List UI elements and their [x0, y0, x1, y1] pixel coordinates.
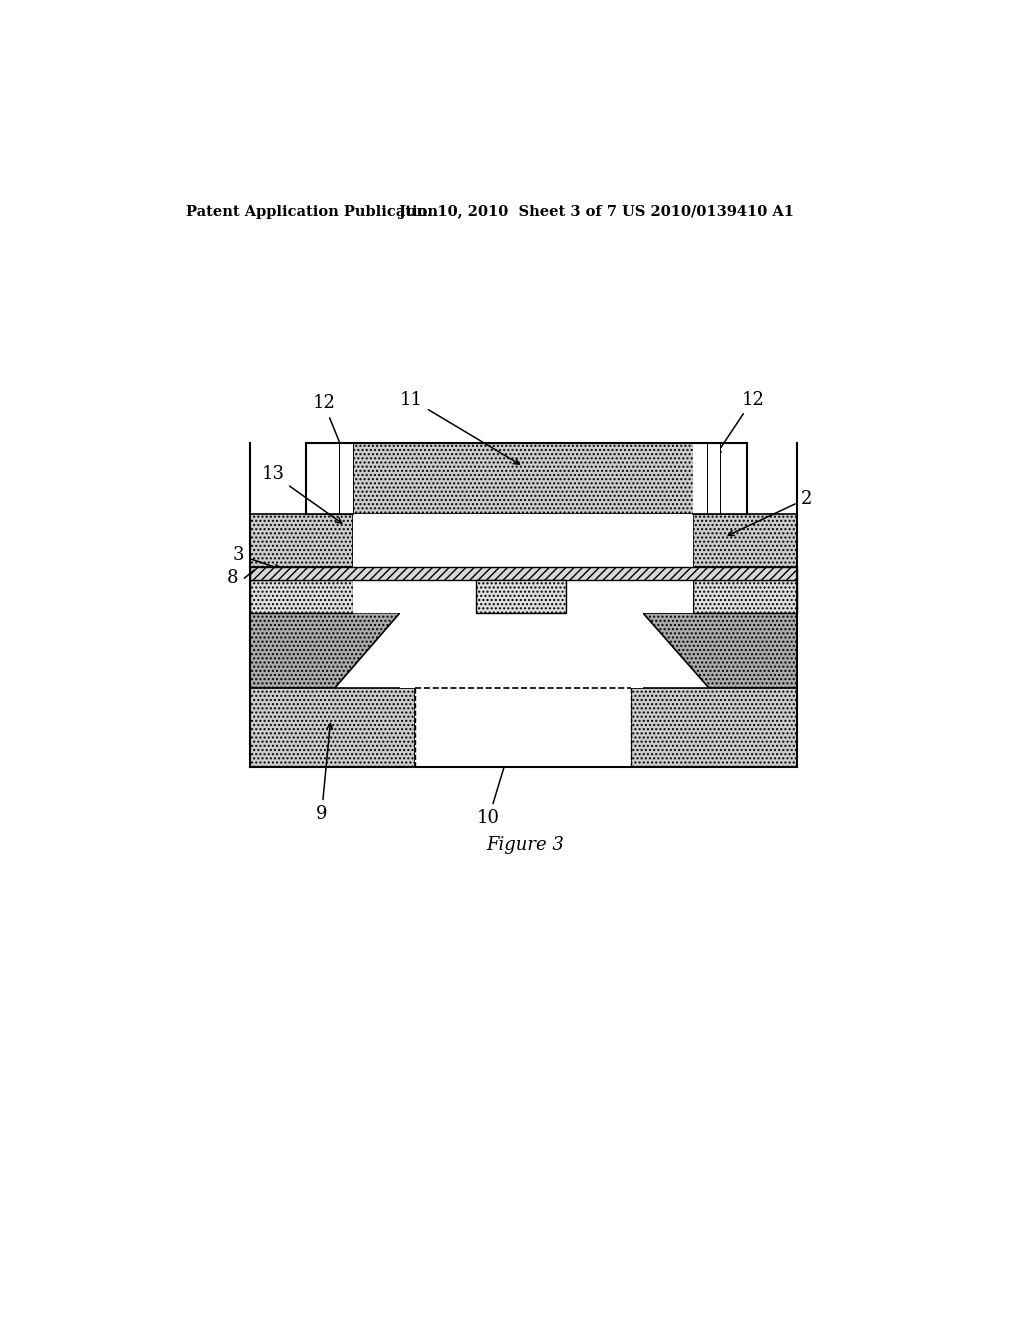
Polygon shape — [643, 612, 797, 688]
Bar — [353, 513, 693, 566]
Bar — [416, 688, 631, 767]
Text: 12: 12 — [716, 391, 764, 455]
Bar — [353, 581, 475, 612]
Text: Jun. 10, 2010  Sheet 3 of 7: Jun. 10, 2010 Sheet 3 of 7 — [398, 205, 616, 219]
Text: 10: 10 — [477, 708, 523, 828]
Bar — [250, 688, 416, 767]
Bar — [339, 444, 353, 515]
Text: 11: 11 — [400, 391, 519, 465]
Bar — [250, 581, 353, 612]
Text: 9: 9 — [315, 723, 333, 824]
Bar — [566, 581, 693, 612]
Bar — [250, 566, 797, 581]
Bar — [400, 612, 643, 688]
Bar — [475, 581, 566, 612]
Bar — [631, 688, 797, 767]
Text: Figure 3: Figure 3 — [485, 836, 564, 854]
Bar — [693, 444, 746, 515]
Bar — [306, 444, 353, 515]
Bar — [707, 444, 720, 515]
Text: US 2010/0139410 A1: US 2010/0139410 A1 — [622, 205, 794, 219]
Bar — [306, 444, 746, 515]
Bar — [693, 513, 797, 566]
Bar — [250, 513, 353, 566]
Text: 13: 13 — [261, 466, 342, 523]
Text: 2: 2 — [728, 490, 812, 536]
Text: Patent Application Publication: Patent Application Publication — [186, 205, 438, 219]
Polygon shape — [250, 612, 400, 688]
Text: 8: 8 — [227, 569, 239, 587]
Text: 12: 12 — [312, 395, 345, 454]
Text: 3: 3 — [233, 546, 281, 570]
Bar — [693, 581, 797, 612]
